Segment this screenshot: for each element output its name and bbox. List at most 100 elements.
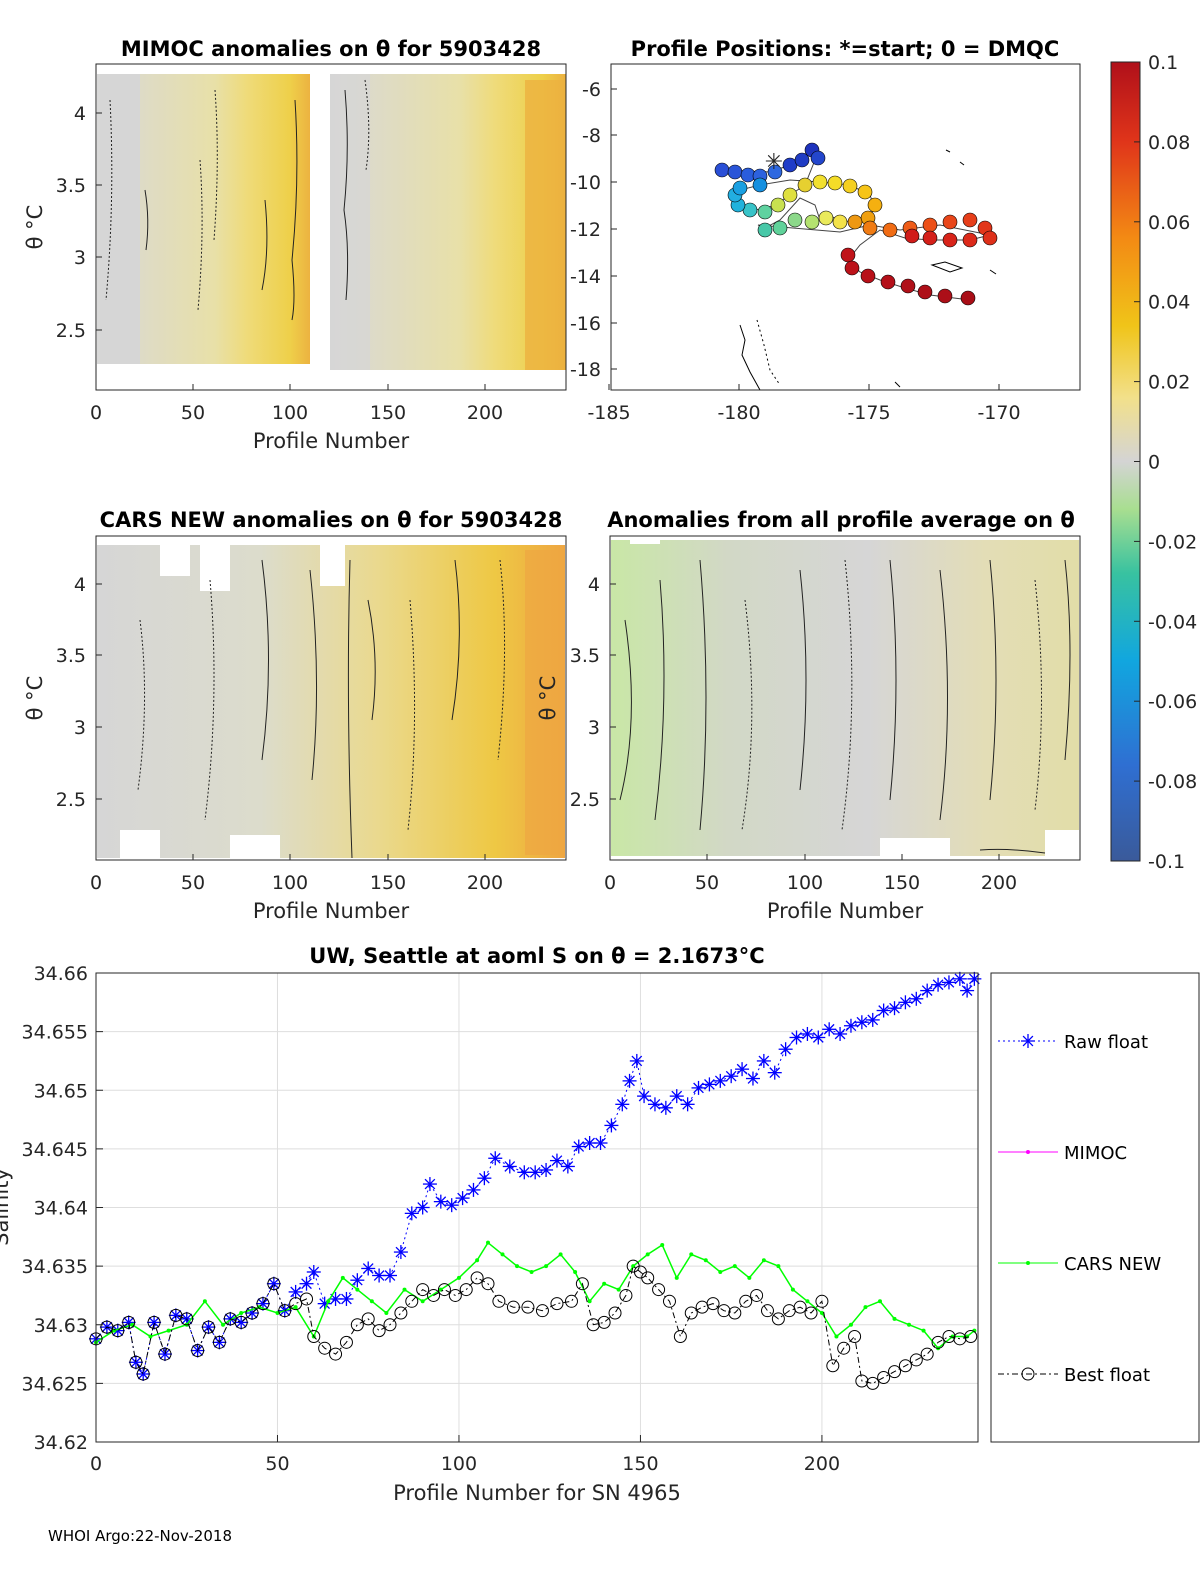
data-point bbox=[878, 1299, 882, 1304]
x-tick-label: -180 bbox=[717, 402, 760, 424]
data-point bbox=[267, 1277, 281, 1291]
asterisk-stroke bbox=[268, 1278, 280, 1290]
x-tick-label: -185 bbox=[587, 402, 630, 424]
data-point bbox=[147, 1315, 162, 1330]
data-point bbox=[608, 1306, 622, 1320]
asterisk-stroke bbox=[446, 1199, 458, 1211]
data-point bbox=[877, 1371, 891, 1385]
data-point bbox=[728, 1306, 742, 1320]
data-point bbox=[372, 1324, 386, 1338]
position-marker bbox=[860, 268, 876, 284]
allavg-heatmap bbox=[611, 536, 1079, 860]
data-point bbox=[492, 1294, 506, 1308]
y-tick-label: 34.635 bbox=[22, 1256, 88, 1278]
asterisk-stroke bbox=[856, 1016, 868, 1028]
data-point bbox=[361, 1312, 375, 1326]
x-tick-label: -170 bbox=[977, 402, 1020, 424]
data-point bbox=[866, 1376, 880, 1390]
data-point bbox=[529, 1269, 534, 1274]
data-point bbox=[747, 1275, 752, 1280]
data-point bbox=[706, 1297, 720, 1311]
y-tick-label: -14 bbox=[570, 266, 601, 288]
data-point bbox=[673, 1329, 687, 1343]
y-tick-label: 34.625 bbox=[22, 1373, 88, 1395]
legend-marker bbox=[1021, 1034, 1035, 1048]
position-marker bbox=[844, 260, 860, 276]
data-point bbox=[550, 1297, 564, 1311]
data-point bbox=[645, 1252, 650, 1257]
data-point bbox=[629, 1053, 644, 1068]
position-marker bbox=[922, 217, 938, 233]
data-point bbox=[920, 983, 935, 998]
footer-label: WHOI Argo:22-Nov-2018 bbox=[48, 1527, 232, 1545]
x-tick-label: 200 bbox=[467, 872, 503, 894]
position-marker bbox=[917, 284, 933, 300]
data-point bbox=[718, 1269, 723, 1274]
asterisk-stroke bbox=[736, 1063, 748, 1075]
position-marker bbox=[832, 214, 848, 230]
data-point bbox=[615, 1097, 630, 1112]
data-point bbox=[800, 1026, 815, 1041]
colorbar-tick-label: -0.04 bbox=[1148, 611, 1197, 633]
position-marker bbox=[782, 187, 798, 203]
data-point bbox=[616, 1287, 621, 1292]
data-point bbox=[475, 1258, 480, 1263]
asterisk-stroke bbox=[112, 1325, 124, 1336]
data-point bbox=[909, 1353, 923, 1367]
data-point bbox=[306, 1264, 321, 1279]
legend-label: Raw float bbox=[1064, 1032, 1148, 1053]
x-tick-label: 0 bbox=[90, 1453, 102, 1475]
position-marker bbox=[882, 222, 898, 238]
data-point bbox=[876, 1003, 891, 1018]
data-point bbox=[528, 1165, 543, 1180]
data-point bbox=[383, 1318, 397, 1332]
start-marker-icon: ✳ bbox=[765, 150, 783, 175]
data-point bbox=[778, 1042, 793, 1057]
allavg-panel: Anomalies from all profile average on θ … bbox=[536, 508, 1081, 923]
asterisk-stroke bbox=[932, 979, 944, 991]
data-point bbox=[477, 1171, 492, 1186]
data-point bbox=[767, 1065, 782, 1080]
position-marker bbox=[942, 214, 958, 230]
data-point bbox=[760, 1304, 774, 1318]
legend-label: CARS NEW bbox=[1064, 1254, 1161, 1275]
legend-label: Best float bbox=[1064, 1365, 1150, 1386]
y-tick-label: -12 bbox=[570, 219, 601, 241]
position-marker bbox=[962, 232, 978, 248]
data-point bbox=[892, 1316, 897, 1321]
y-tick-label: 3.5 bbox=[56, 645, 86, 667]
asterisk-stroke bbox=[921, 985, 933, 996]
y-tick-label: 3.5 bbox=[570, 645, 600, 667]
y-tick-label: 34.66 bbox=[34, 963, 88, 985]
salinity-legend: Raw float MIMOC CARS NEW Best float bbox=[990, 972, 1200, 1443]
data-point bbox=[941, 975, 956, 990]
data-point bbox=[455, 1191, 470, 1206]
data-point bbox=[702, 1077, 717, 1092]
data-point bbox=[750, 1288, 764, 1302]
data-point bbox=[239, 1311, 244, 1316]
asterisk-stroke bbox=[1022, 1035, 1034, 1047]
legend-item: MIMOC bbox=[998, 1143, 1127, 1164]
data-point bbox=[234, 1315, 248, 1329]
data-point bbox=[822, 1022, 837, 1037]
asterisk-stroke bbox=[137, 1368, 149, 1380]
legend-marker bbox=[1026, 1150, 1030, 1154]
data-point bbox=[739, 1294, 753, 1308]
data-point bbox=[202, 1299, 207, 1304]
data-point bbox=[470, 1271, 484, 1285]
y-tick-label: -16 bbox=[570, 313, 601, 335]
data-point bbox=[288, 1284, 303, 1299]
data-point bbox=[745, 1071, 760, 1086]
data-point bbox=[266, 1276, 281, 1291]
x-tick-label: 200 bbox=[467, 402, 503, 424]
position-marker bbox=[752, 177, 768, 193]
data-point bbox=[790, 1287, 795, 1292]
data-point bbox=[416, 1283, 430, 1297]
legend-marker bbox=[1021, 1367, 1035, 1381]
data-point bbox=[180, 1312, 194, 1326]
position-marker bbox=[770, 197, 786, 213]
data-point bbox=[855, 1374, 869, 1388]
data-point bbox=[815, 1294, 829, 1308]
data-point bbox=[340, 1275, 345, 1280]
